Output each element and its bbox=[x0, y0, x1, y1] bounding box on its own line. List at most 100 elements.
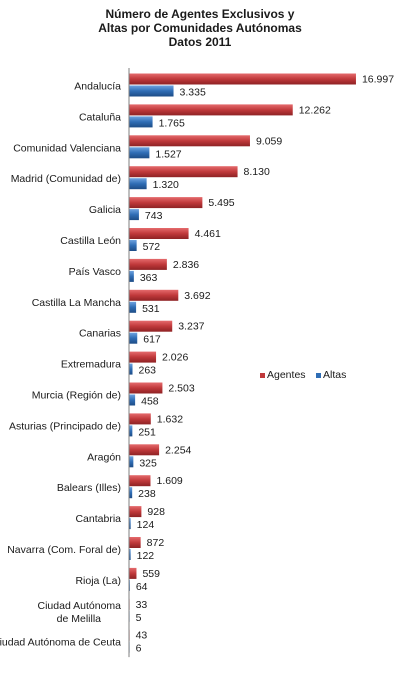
data-label-altas: 363 bbox=[140, 272, 158, 284]
legend-label-altas: Altas bbox=[323, 369, 346, 381]
data-label-agentes: 2.026 bbox=[162, 352, 188, 364]
data-label-agentes: 1.632 bbox=[157, 413, 183, 425]
data-label-agentes: 4.461 bbox=[195, 228, 221, 240]
category-label: Cataluña bbox=[79, 111, 121, 123]
bar-altas bbox=[129, 85, 174, 97]
data-label-agentes: 2.254 bbox=[165, 444, 191, 456]
category-label: Aragón bbox=[87, 451, 121, 463]
data-label-agentes: 559 bbox=[142, 568, 160, 580]
bar-agentes bbox=[129, 475, 151, 487]
data-label-altas: 1.527 bbox=[155, 148, 181, 160]
data-label-agentes: 872 bbox=[147, 537, 165, 549]
data-label-agentes: 1.609 bbox=[156, 475, 182, 487]
category-label: Rioja (La) bbox=[75, 575, 121, 587]
bar-altas bbox=[129, 549, 131, 560]
category-label: Ciudad Autónoma de Melilla bbox=[38, 600, 122, 625]
bar-agentes bbox=[129, 289, 179, 301]
data-label-agentes: 9.059 bbox=[256, 135, 282, 147]
data-label-altas: 1.320 bbox=[153, 179, 179, 191]
bar-agentes bbox=[129, 506, 142, 518]
category-label: Cantabria bbox=[75, 513, 121, 525]
category-label: Extremadura bbox=[61, 359, 121, 371]
category-label: Comunidad Valenciana bbox=[13, 142, 121, 154]
category-label: Balears (Illes) bbox=[57, 482, 121, 494]
bar-altas bbox=[129, 240, 137, 251]
data-label-altas: 531 bbox=[142, 303, 160, 315]
data-label-agentes: 928 bbox=[147, 506, 165, 518]
data-label-agentes: 8.130 bbox=[244, 166, 270, 178]
bar-agentes bbox=[129, 567, 137, 579]
data-label-altas: 251 bbox=[138, 426, 156, 438]
data-label-altas: 6 bbox=[136, 643, 142, 655]
legend-label-agentes: Agentes bbox=[267, 369, 306, 381]
legend-swatch-agentes bbox=[260, 373, 265, 378]
bar-altas bbox=[129, 116, 153, 128]
bar-agentes bbox=[129, 135, 250, 147]
category-label: Castilla La Mancha bbox=[32, 297, 121, 309]
category-label: Asturias (Principado de) bbox=[9, 420, 121, 432]
chart-title-line-3: Datos 2011 bbox=[168, 35, 232, 49]
data-label-agentes: 2.503 bbox=[168, 383, 194, 395]
data-label-agentes: 2.836 bbox=[173, 259, 199, 271]
data-label-altas: 263 bbox=[139, 365, 157, 377]
data-label-agentes: 12.262 bbox=[299, 104, 331, 116]
category-label: Andalucía bbox=[74, 80, 121, 92]
category-label: País Vasco bbox=[69, 266, 121, 278]
data-label-agentes: 43 bbox=[136, 630, 148, 642]
bar-altas bbox=[129, 209, 139, 221]
bar-agentes bbox=[129, 166, 238, 178]
bar-altas bbox=[129, 456, 134, 468]
bar-agentes bbox=[129, 320, 173, 332]
category-label: Castilla León bbox=[60, 235, 121, 247]
chart-title-line-2: Altas por Comunidades Autónomas bbox=[98, 21, 302, 35]
chart-title: Número de Agentes Exclusivos y Altas por… bbox=[0, 7, 400, 49]
bar-agentes bbox=[129, 104, 293, 116]
bar-agentes bbox=[129, 413, 151, 425]
data-label-altas: 325 bbox=[139, 457, 157, 469]
bar-altas bbox=[129, 270, 134, 282]
data-label-altas: 5 bbox=[136, 612, 142, 624]
bar-altas bbox=[129, 425, 133, 437]
bar-agentes bbox=[129, 73, 356, 85]
data-label-altas: 124 bbox=[137, 519, 155, 531]
bar-altas bbox=[129, 178, 147, 190]
data-label-agentes: 3.692 bbox=[184, 290, 210, 302]
bar-altas bbox=[129, 332, 138, 344]
data-label-altas: 572 bbox=[143, 241, 161, 253]
bar-agentes bbox=[129, 228, 189, 239]
data-label-altas: 238 bbox=[138, 488, 156, 500]
bar-altas bbox=[129, 301, 137, 313]
bar-altas bbox=[129, 394, 136, 406]
data-label-altas: 617 bbox=[143, 334, 161, 346]
data-label-altas: 458 bbox=[141, 396, 159, 408]
data-label-altas: 122 bbox=[137, 550, 155, 562]
category-label: Murcia (Región de) bbox=[32, 389, 121, 401]
category-label: Madrid (Comunidad de) bbox=[11, 173, 121, 185]
bar-agentes bbox=[129, 197, 203, 209]
data-label-agentes: 3.237 bbox=[178, 321, 204, 333]
category-label: Canarias bbox=[79, 328, 121, 340]
data-label-altas: 64 bbox=[136, 581, 148, 593]
bar-agentes bbox=[129, 351, 157, 363]
legend-swatch-altas bbox=[316, 373, 321, 378]
bar-altas bbox=[129, 363, 133, 375]
bar-altas bbox=[129, 147, 150, 159]
data-label-altas: 743 bbox=[145, 210, 163, 222]
chart-title-line-1: Número de Agentes Exclusivos y bbox=[105, 7, 295, 21]
data-label-altas: 1.765 bbox=[159, 117, 185, 129]
bar-agentes bbox=[129, 444, 160, 456]
bar-agentes bbox=[129, 382, 163, 394]
data-label-agentes: 16.997 bbox=[362, 74, 394, 86]
data-label-agentes: 33 bbox=[136, 599, 148, 611]
category-label: Navarra (Com. Foral de) bbox=[7, 544, 121, 556]
bar-agentes bbox=[129, 258, 167, 270]
bar-altas bbox=[129, 518, 131, 530]
data-label-altas: 3.335 bbox=[180, 87, 206, 99]
data-label-agentes: 5.495 bbox=[208, 197, 234, 209]
bar-agentes bbox=[129, 537, 141, 548]
bar-altas bbox=[129, 487, 133, 499]
category-label: Galicia bbox=[89, 204, 121, 216]
category-label: Ciudad Autónoma de Ceuta bbox=[0, 637, 121, 649]
